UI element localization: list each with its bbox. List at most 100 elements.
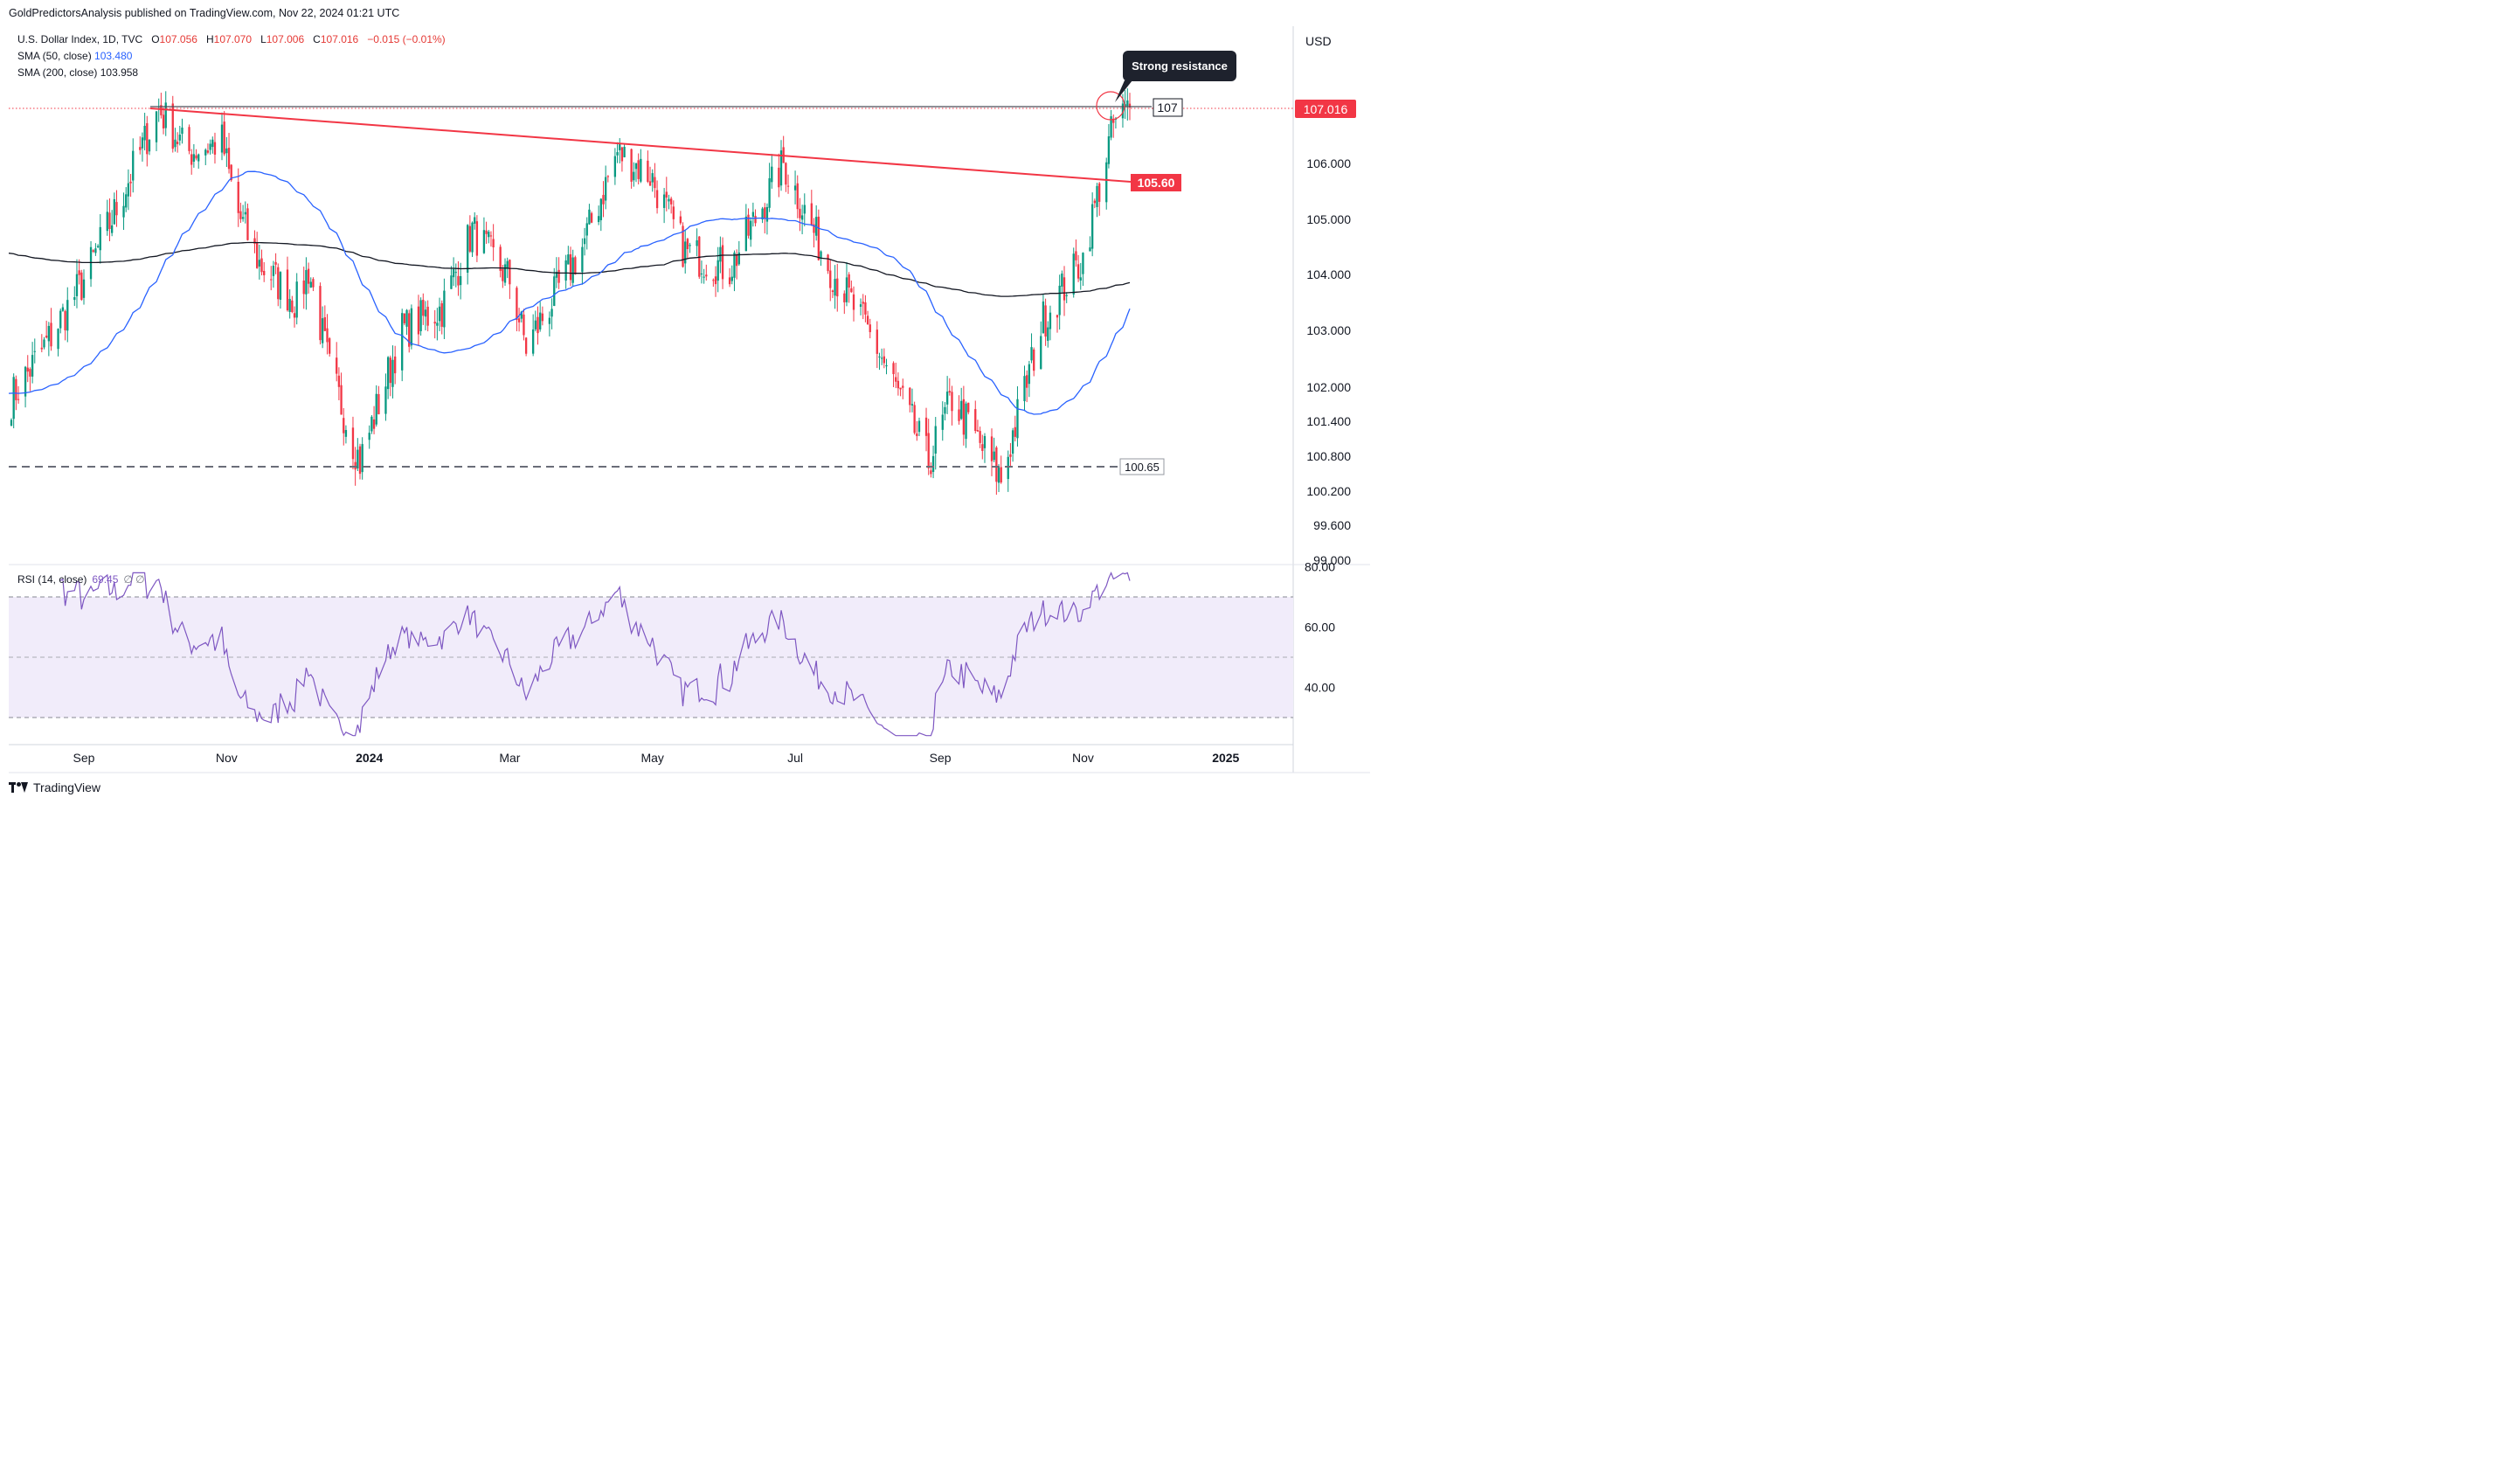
candle-body xyxy=(1061,273,1063,287)
candle-body xyxy=(567,254,570,265)
candle-body xyxy=(377,393,380,414)
candle-body xyxy=(31,355,34,377)
candle-body xyxy=(836,278,839,297)
candle-body xyxy=(717,260,719,281)
price-tick-7: 104.000 xyxy=(1306,267,1351,281)
candle-body xyxy=(796,183,799,210)
price-chart[interactable]: Strong resistance 107 105.60 100.65 99.0… xyxy=(0,0,1370,807)
candle-body xyxy=(620,147,624,162)
candle-body xyxy=(122,205,125,218)
candle-body xyxy=(721,245,724,280)
candle-body xyxy=(12,377,15,420)
candle-body xyxy=(129,181,132,184)
candle-body xyxy=(181,127,183,135)
candle-body xyxy=(108,212,111,229)
candle-body xyxy=(115,202,118,216)
candle-body xyxy=(1026,375,1028,388)
rsi-axis[interactable]: 40.00 60.00 80.00 xyxy=(1305,560,1335,695)
candle-body xyxy=(892,363,895,375)
candle-body xyxy=(852,294,855,310)
time-tick-6: Sep xyxy=(930,751,952,765)
sma200-legend[interactable]: SMA (200, close) 103.958 xyxy=(17,66,138,79)
candle-body xyxy=(616,152,619,156)
candle-body xyxy=(813,224,815,233)
candle-body xyxy=(323,316,326,331)
candle-body xyxy=(188,127,190,151)
candle-body xyxy=(73,297,76,301)
candle-body xyxy=(993,451,995,461)
candle-body xyxy=(557,269,560,283)
candle-body xyxy=(983,435,987,448)
candle-body xyxy=(237,181,239,213)
price-axis[interactable]: 99.000 99.600 100.200 100.800 101.400 102.000… xyxy=(1306,156,1351,567)
candle-body xyxy=(482,230,486,253)
time-tick-3: Mar xyxy=(499,751,520,765)
candle-body xyxy=(1040,336,1042,370)
sma50-legend[interactable]: SMA (50, close) 103.480 xyxy=(17,50,132,62)
candle-body xyxy=(754,216,757,224)
candle-body xyxy=(263,270,266,275)
candle-body xyxy=(211,139,214,148)
candle-body xyxy=(931,455,935,472)
candle-body xyxy=(401,313,404,371)
candle-body xyxy=(343,418,345,433)
candle-body xyxy=(206,150,210,153)
currency-label[interactable]: USD xyxy=(1305,34,1332,48)
candle-body xyxy=(351,427,355,460)
time-axis[interactable]: Sep Nov 2024 Mar May Jul Sep Nov 2025 xyxy=(73,751,1240,765)
label-105-60-box xyxy=(1131,174,1181,191)
candle-body xyxy=(997,467,1000,483)
low-value: 107.006 xyxy=(266,33,305,45)
candle-body xyxy=(944,406,946,414)
candle-body xyxy=(457,275,460,286)
candle-body xyxy=(24,366,27,397)
candle-body xyxy=(820,251,822,260)
candle-body xyxy=(209,143,211,150)
candle-body xyxy=(864,302,867,315)
candle-body xyxy=(389,357,391,384)
candle-body xyxy=(502,269,504,281)
candle-body xyxy=(672,206,675,219)
candle-body xyxy=(965,403,967,440)
candle-body xyxy=(605,177,607,201)
candle-body xyxy=(417,306,420,335)
candle-body xyxy=(40,347,43,350)
candle-body xyxy=(934,426,937,454)
callout-text: Strong resistance xyxy=(1132,59,1228,73)
candle-body xyxy=(910,404,914,406)
candle-body xyxy=(588,209,591,225)
candle-body xyxy=(1014,426,1016,437)
candle-body xyxy=(1044,305,1047,337)
candle-body xyxy=(450,275,453,289)
candle-body xyxy=(488,232,490,238)
candle-body xyxy=(1065,295,1068,296)
candle-body xyxy=(176,142,179,144)
candle-body xyxy=(585,223,588,236)
price-tick-6: 103.000 xyxy=(1306,323,1351,337)
tradingview-logo-icon xyxy=(9,782,28,793)
candle-body xyxy=(654,177,656,189)
rsi-tick-2: 80.00 xyxy=(1305,560,1335,574)
candle-body xyxy=(1000,467,1002,482)
candle-body xyxy=(817,216,820,260)
candle-body xyxy=(148,139,151,152)
candle-body xyxy=(223,121,225,155)
candle-body xyxy=(1077,264,1080,279)
candle-body xyxy=(979,431,981,443)
candle-body xyxy=(293,313,296,318)
candle-body xyxy=(471,222,474,253)
candle-body xyxy=(99,226,101,251)
candle-body xyxy=(319,286,322,341)
candle-body xyxy=(785,163,787,185)
candle-body xyxy=(178,135,181,141)
candle-body xyxy=(679,216,682,224)
candle-body xyxy=(800,215,804,220)
rsi-legend-label: RSI (14, close) xyxy=(17,573,87,586)
tradingview-brand[interactable]: TradingView xyxy=(9,780,100,794)
ohlc-legend[interactable]: U.S. Dollar Index, 1D, TVC O107.056 H107… xyxy=(17,33,446,45)
candle-body xyxy=(995,447,998,482)
candle-body xyxy=(771,166,773,183)
price-tick-0: 99.000 xyxy=(1313,553,1351,567)
candle-body xyxy=(475,221,479,256)
candle-body xyxy=(408,313,411,347)
